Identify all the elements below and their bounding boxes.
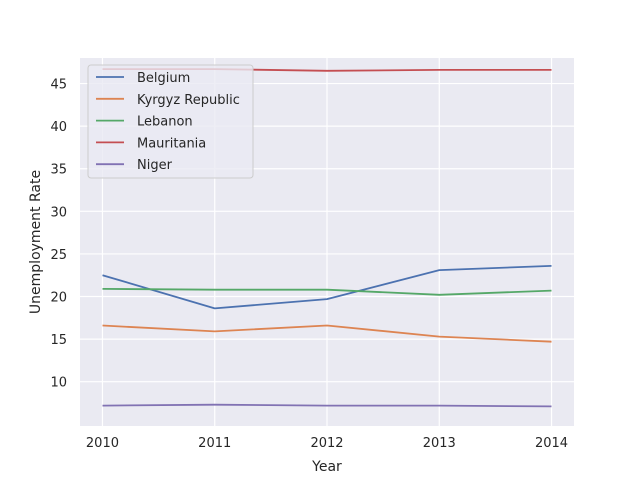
- y-tick-label: 45: [50, 78, 67, 93]
- y-tick-label: 20: [50, 291, 67, 306]
- legend-box: [87, 64, 254, 179]
- series-line-belgium: [102, 265, 552, 310]
- legend-label-belgium: Belgium: [137, 71, 190, 86]
- y-tick-label: 15: [50, 333, 67, 348]
- y-axis-ticks: 10 15 20 25 30 35 40 45: [50, 78, 67, 391]
- x-tick-label: 2011: [198, 436, 231, 451]
- y-tick-label: 30: [50, 205, 67, 220]
- legend-label-lebanon: Lebanon: [137, 115, 193, 130]
- legend-label-kyrgyz-republic: Kyrgyz Republic: [137, 93, 240, 108]
- series-line-lebanon: [102, 288, 552, 296]
- legend: Belgium Kyrgyz Republic Lebanon Mauritania N…: [87, 64, 254, 179]
- series-lines: [102, 68, 552, 408]
- grid-lines: [80, 58, 574, 426]
- legend-label-niger: Niger: [137, 158, 173, 173]
- legend-label-mauritania: Mauritania: [137, 136, 206, 151]
- y-axis-label: Unemployment Rate: [28, 170, 44, 314]
- x-tick-label: 2010: [86, 436, 119, 451]
- y-tick-label: 25: [50, 248, 67, 263]
- y-tick-label: 35: [50, 163, 67, 178]
- series-line-niger: [102, 403, 552, 408]
- x-tick-label: 2014: [535, 436, 568, 451]
- x-axis-label: Year: [311, 459, 342, 475]
- y-tick-label: 40: [50, 120, 67, 135]
- x-tick-label: 2012: [310, 436, 343, 451]
- x-axis-ticks: 2010 2011 2012 2013 2014: [86, 436, 568, 451]
- y-tick-label: 10: [50, 376, 67, 391]
- x-tick-label: 2013: [423, 436, 456, 451]
- series-line-kyrgyz-republic: [102, 324, 552, 343]
